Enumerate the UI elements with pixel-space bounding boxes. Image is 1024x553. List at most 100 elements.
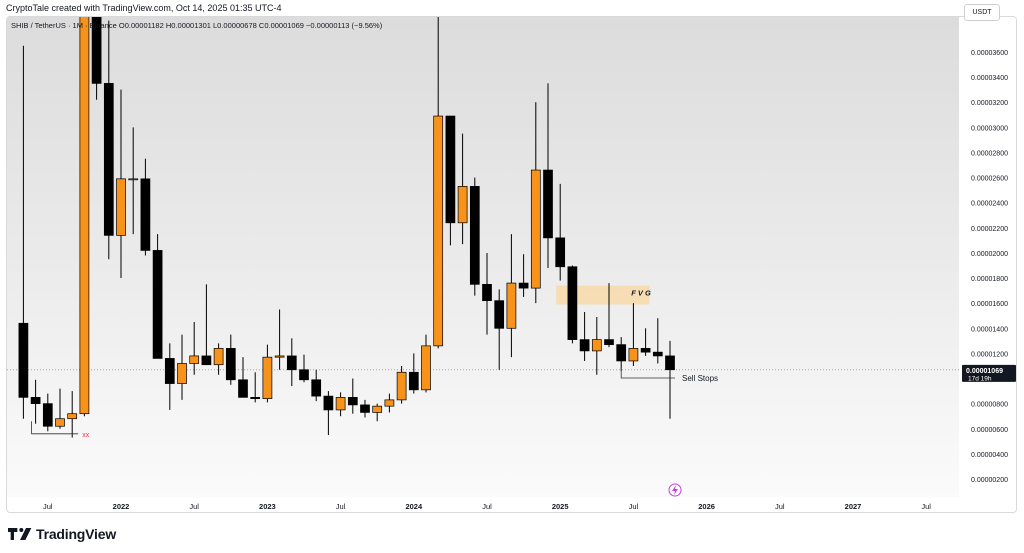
- candle-body[interactable]: [665, 355, 675, 371]
- y-tick-label: 0.00000600: [971, 427, 1008, 434]
- x-tick-label: 2027: [845, 502, 862, 511]
- candle-body[interactable]: [506, 282, 517, 329]
- y-tick-label: 0.00002200: [971, 226, 1008, 233]
- candle-body[interactable]: [103, 83, 114, 236]
- candle-body[interactable]: [213, 348, 224, 366]
- fvg-label: F V G: [631, 289, 651, 298]
- x-tick-label: 2026: [698, 502, 715, 511]
- y-tick-label: 0.00001800: [971, 276, 1008, 283]
- candle-body[interactable]: [274, 355, 285, 358]
- x-tick-label: Jul: [189, 502, 199, 511]
- candle-body[interactable]: [55, 418, 65, 427]
- x-tick-label: 2025: [552, 502, 569, 511]
- sell-stops-label: Sell Stops: [682, 374, 718, 383]
- candle-body[interactable]: [372, 405, 383, 413]
- candlestick-chart[interactable]: xx Sell Stops F V G 0.00003600 0.00003400 0.0…: [7, 17, 1017, 513]
- candle-body[interactable]: [384, 399, 395, 407]
- candle-body[interactable]: [347, 397, 358, 406]
- currency-button[interactable]: USDT: [964, 4, 1000, 21]
- candle-body[interactable]: [482, 283, 492, 302]
- candle-body[interactable]: [555, 237, 566, 268]
- candle-body[interactable]: [421, 345, 431, 391]
- x-tick-label: Jul: [336, 502, 346, 511]
- candle-body[interactable]: [189, 355, 200, 364]
- lightning-event-icon[interactable]: [668, 483, 682, 497]
- candle-body[interactable]: [628, 348, 639, 362]
- candle-body[interactable]: [164, 358, 175, 384]
- sell-stops-bracket: [620, 367, 675, 379]
- candle-body[interactable]: [18, 322, 29, 398]
- candle-body[interactable]: [543, 169, 553, 239]
- y-tick-label: 0.00000400: [971, 452, 1008, 459]
- close-label: C: [258, 21, 265, 30]
- candle-body[interactable]: [591, 339, 602, 352]
- high-value: 0.00001301: [171, 21, 211, 30]
- candle-body[interactable]: [408, 371, 419, 391]
- chart-credit: CryptoTale created with TradingView.com,…: [6, 3, 282, 13]
- candle-body[interactable]: [128, 178, 139, 181]
- candle-body[interactable]: [652, 351, 663, 357]
- candle-body[interactable]: [286, 355, 297, 371]
- candle-body[interactable]: [225, 348, 236, 381]
- last-price-value: 0.00001069: [966, 368, 1003, 375]
- price-scale[interactable]: [959, 17, 1016, 512]
- candle-body[interactable]: [116, 178, 126, 236]
- countdown-value: 17d 19h: [968, 375, 992, 382]
- candle-body[interactable]: [433, 115, 444, 347]
- x-tick-label: Jul: [629, 502, 639, 511]
- candle-body[interactable]: [335, 397, 346, 411]
- candle-body[interactable]: [469, 186, 480, 285]
- candle-body[interactable]: [530, 169, 541, 289]
- candle-body[interactable]: [262, 356, 273, 399]
- open-value: 0.00001182: [124, 21, 164, 30]
- symbol-legend: SHIB / TetherUS · 1M · Binance O0.000011…: [11, 21, 382, 30]
- symbol-name[interactable]: SHIB / TetherUS · 1M · Binance: [11, 21, 117, 30]
- candle-body[interactable]: [579, 339, 590, 352]
- y-tick-label: 0.00002400: [971, 201, 1008, 208]
- candle-body[interactable]: [152, 250, 163, 359]
- candle-body[interactable]: [445, 115, 456, 224]
- y-tick-label: 0.00003200: [971, 100, 1008, 107]
- fvg-zone: [556, 285, 650, 305]
- candle-body[interactable]: [360, 404, 370, 413]
- candle-body[interactable]: [238, 379, 248, 398]
- plot-area[interactable]: [7, 17, 959, 497]
- y-tick-label: 0.00003400: [971, 75, 1008, 82]
- x-tick-label: 2023: [259, 502, 276, 511]
- candle-body[interactable]: [616, 344, 627, 362]
- candle-body[interactable]: [30, 397, 41, 404]
- y-tick-label: 0.00002800: [971, 150, 1008, 157]
- low-bracket: [31, 421, 79, 435]
- candles-group: xx: [7, 17, 959, 439]
- tradingview-logo-icon: [8, 528, 32, 540]
- low-value: 0.00000678: [217, 21, 257, 30]
- y-tick-label: 0.00001600: [971, 301, 1008, 308]
- x-tick-label: Jul: [921, 502, 931, 511]
- candle-body[interactable]: [311, 379, 322, 397]
- candle-body[interactable]: [640, 348, 651, 353]
- y-tick-label: 0.00002600: [971, 176, 1008, 183]
- candle-body[interactable]: [67, 413, 78, 420]
- candle-body[interactable]: [201, 355, 212, 366]
- change-value: −0.00000113 (−9.56%): [306, 21, 383, 30]
- candle-body[interactable]: [140, 178, 151, 251]
- candle-body[interactable]: [518, 282, 529, 289]
- candle-body[interactable]: [250, 397, 261, 399]
- candle-body[interactable]: [299, 369, 309, 381]
- candle-body[interactable]: [457, 186, 468, 224]
- candle-body[interactable]: [91, 17, 102, 84]
- candle-body[interactable]: [567, 266, 578, 340]
- candle-body[interactable]: [79, 17, 90, 415]
- close-value: 0.00001069: [264, 21, 304, 30]
- candle-body[interactable]: [604, 339, 614, 345]
- x-tick-label: Jul: [43, 502, 53, 511]
- candle-body[interactable]: [42, 403, 53, 427]
- candle-body[interactable]: [177, 363, 187, 384]
- candle-body[interactable]: [396, 371, 407, 401]
- candle-body[interactable]: [323, 395, 334, 411]
- tradingview-brand: TradingView: [36, 526, 117, 542]
- x-tick-label: 2022: [113, 502, 130, 511]
- open-label: O: [118, 21, 125, 30]
- candle-body[interactable]: [494, 300, 505, 329]
